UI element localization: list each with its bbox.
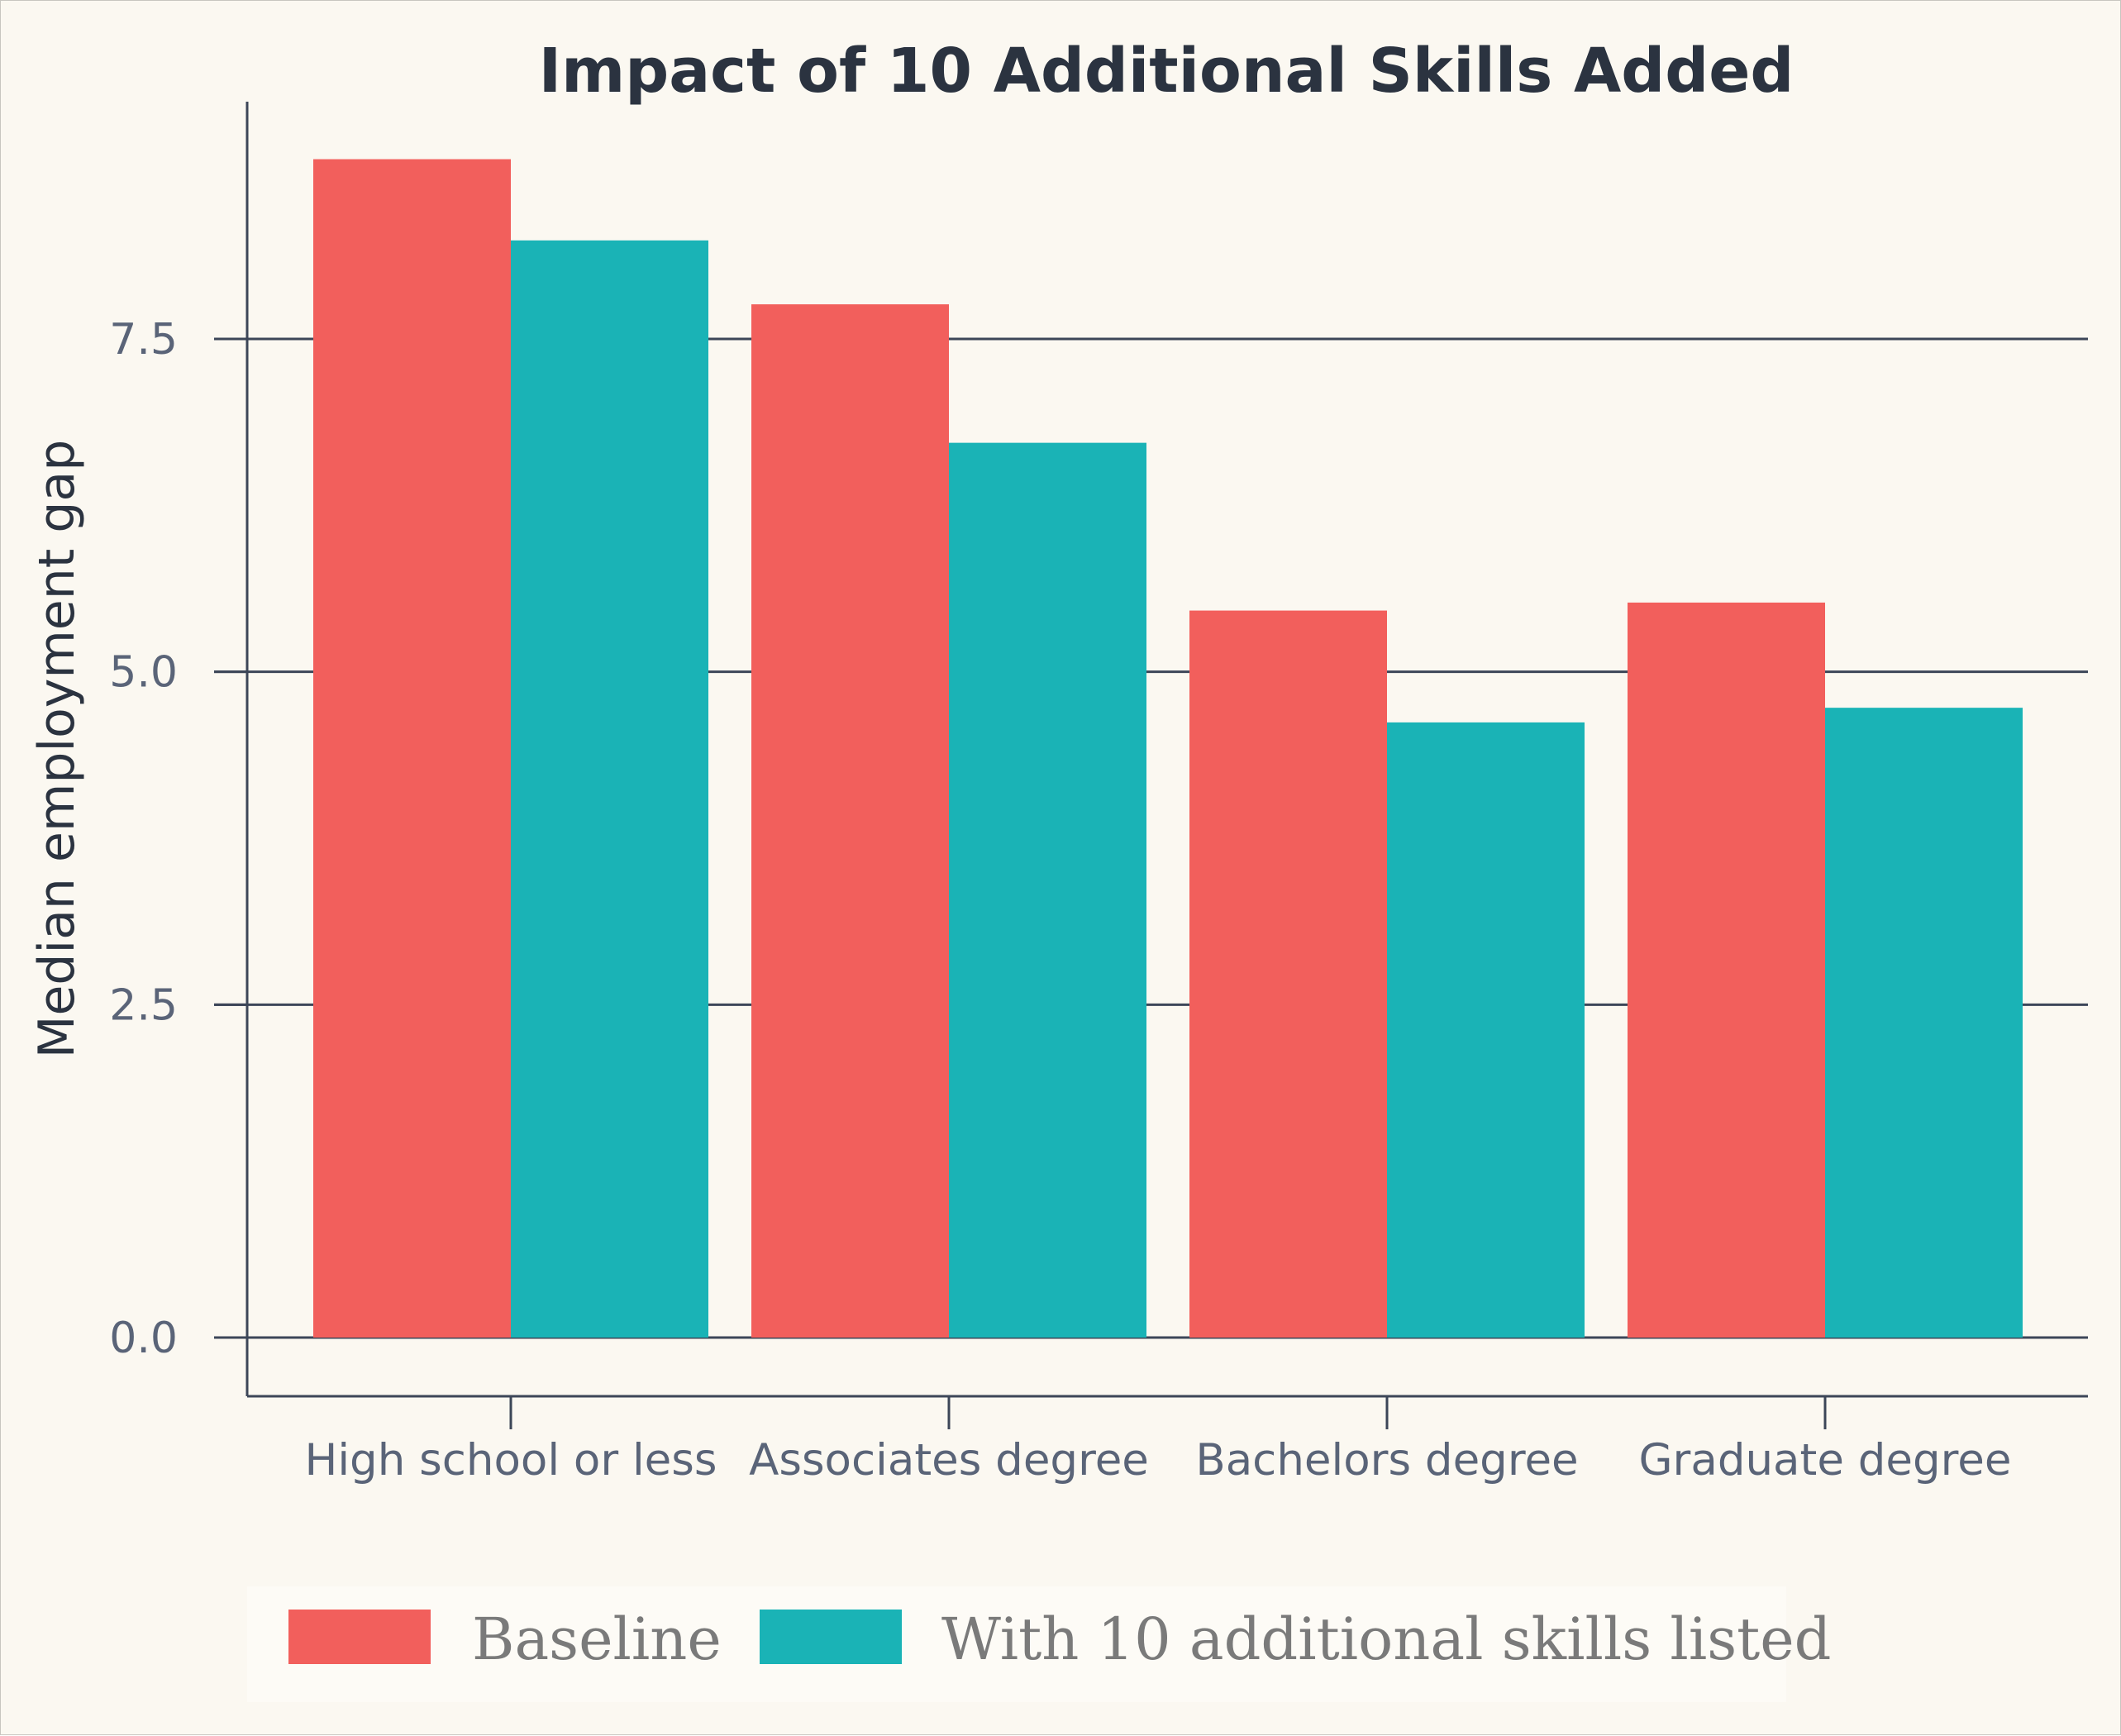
x-tick-label-2: Bachelors degree bbox=[1195, 1435, 1578, 1486]
x-tick-label-0: High school or less bbox=[304, 1435, 717, 1486]
legend: Baseline With 10 additional skills liste… bbox=[247, 1586, 1832, 1702]
bars bbox=[313, 159, 2023, 1338]
y-tick-label-2: 5.0 bbox=[109, 648, 178, 698]
legend-label-baseline: Baseline bbox=[472, 1605, 722, 1673]
legend-swatch-with-skills bbox=[760, 1610, 902, 1664]
legend-label-with-skills: With 10 additional skills listed bbox=[941, 1605, 1832, 1673]
bar-with-skills-2 bbox=[1387, 722, 1585, 1338]
chart-title: Impact of 10 Additional Skills Added bbox=[539, 36, 1795, 107]
y-tick-labels: 0.0 2.5 5.0 7.5 bbox=[109, 315, 178, 1363]
bar-baseline-2 bbox=[1189, 610, 1387, 1338]
bar-with-skills-1 bbox=[949, 442, 1146, 1338]
legend-swatch-baseline bbox=[288, 1610, 431, 1664]
bar-with-skills-0 bbox=[511, 240, 708, 1338]
axes bbox=[214, 102, 2088, 1429]
x-tick-label-3: Graduate degree bbox=[1638, 1435, 2011, 1486]
y-tick-label-1: 2.5 bbox=[109, 980, 178, 1030]
x-tick-labels: High school or less Associates degree Bach… bbox=[304, 1435, 2011, 1486]
y-tick-label-0: 0.0 bbox=[109, 1314, 178, 1363]
bar-baseline-3 bbox=[1628, 602, 1825, 1338]
bar-with-skills-3 bbox=[1825, 708, 2023, 1338]
y-axis-label: Median employment gap bbox=[28, 440, 86, 1059]
x-tick-label-1: Associates degree bbox=[749, 1435, 1149, 1486]
y-tick-label-3: 7.5 bbox=[109, 315, 178, 365]
bar-baseline-1 bbox=[751, 304, 949, 1338]
bar-baseline-0 bbox=[313, 159, 511, 1338]
legend-background bbox=[247, 1586, 1786, 1702]
